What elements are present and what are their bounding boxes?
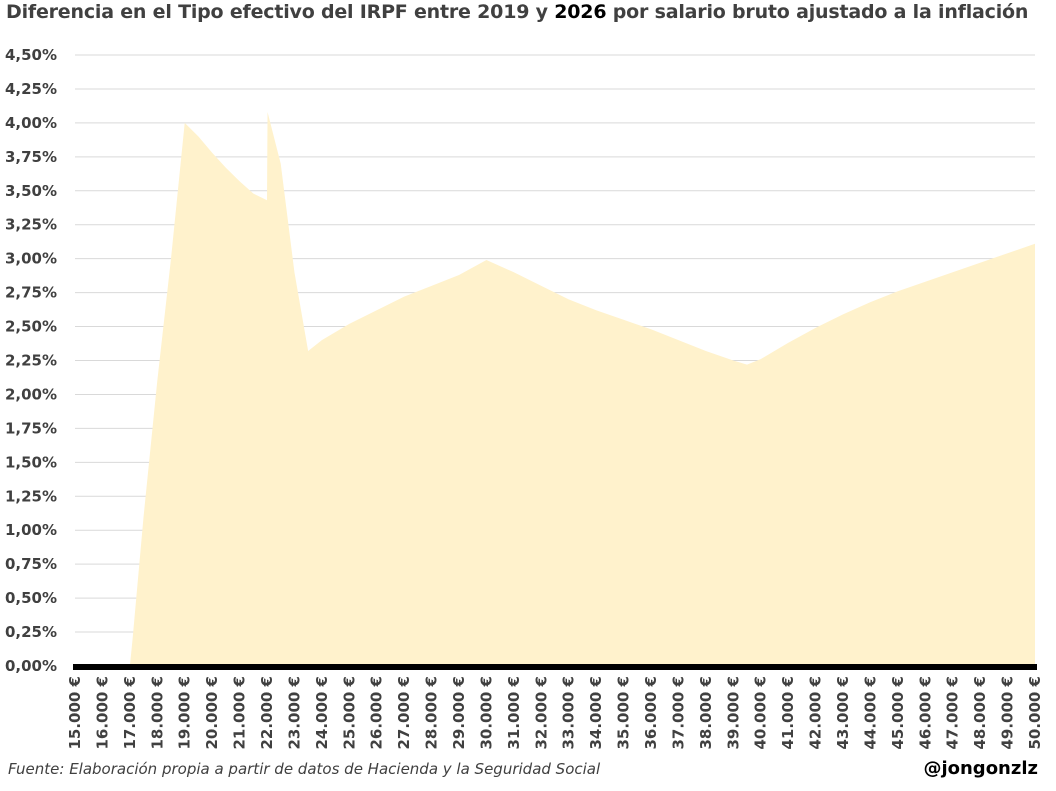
x-tick-label: 47.000 € xyxy=(944,676,962,750)
x-tick-label: 19.000 € xyxy=(176,676,194,750)
x-tick-label: 17.000 € xyxy=(121,676,139,750)
y-tick-label: 0,00% xyxy=(5,657,57,675)
y-tick-label: 1,75% xyxy=(5,419,57,437)
chart-title-highlight-year: 2026 xyxy=(554,1,607,23)
x-tick-label: 44.000 € xyxy=(861,676,879,750)
chart-title-part1: Diferencia en el Tipo efectivo del IRPF … xyxy=(6,1,555,23)
x-tick-label: 35.000 € xyxy=(615,676,633,750)
x-tick-label: 16.000 € xyxy=(93,676,111,750)
x-tick-label: 49.000 € xyxy=(999,676,1017,750)
area-series xyxy=(75,112,1035,666)
x-tick-label: 36.000 € xyxy=(642,676,660,750)
x-tick-label: 34.000 € xyxy=(587,676,605,750)
y-tick-label: 4,50% xyxy=(5,46,57,64)
chart-title: Diferencia en el Tipo efectivo del IRPF … xyxy=(6,1,1028,23)
y-tick-label: 2,50% xyxy=(5,318,57,336)
x-tick-label: 23.000 € xyxy=(285,676,303,750)
x-tick-label: 45.000 € xyxy=(889,676,907,750)
x-tick-label: 25.000 € xyxy=(340,676,358,750)
y-tick-label: 4,25% xyxy=(5,80,57,98)
chart-title-part2: por salario bruto ajustado a la inflació… xyxy=(606,1,1029,23)
y-tick-label: 3,75% xyxy=(5,148,57,166)
y-tick-label: 3,25% xyxy=(5,216,57,234)
y-tick-label: 1,25% xyxy=(5,487,57,505)
x-tick-label: 28.000 € xyxy=(423,676,441,750)
x-tick-label: 39.000 € xyxy=(724,676,742,750)
x-tick-label: 21.000 € xyxy=(231,676,249,750)
y-tick-labels: 0,00% 0,25% 0,50% 0,75% 1,00% 1,25% 1,50% 1,75%… xyxy=(5,46,57,675)
x-tick-label: 26.000 € xyxy=(368,676,386,750)
x-tick-label: 29.000 € xyxy=(450,676,468,750)
x-tick-label: 18.000 € xyxy=(148,676,166,750)
x-tick-label: 22.000 € xyxy=(258,676,276,750)
x-tick-label: 41.000 € xyxy=(779,676,797,750)
author-handle: @jongonzlz xyxy=(923,758,1038,779)
y-tick-label: 0,75% xyxy=(5,555,57,573)
y-tick-label: 2,00% xyxy=(5,385,57,403)
x-tick-label: 33.000 € xyxy=(560,676,578,750)
x-tick-label: 46.000 € xyxy=(916,676,934,750)
y-tick-label: 1,50% xyxy=(5,453,57,471)
y-tick-label: 0,50% xyxy=(5,589,57,607)
x-tick-label: 42.000 € xyxy=(807,676,825,750)
y-tick-label: 2,25% xyxy=(5,352,57,370)
x-tick-label: 40.000 € xyxy=(752,676,770,750)
x-tick-label: 38.000 € xyxy=(697,676,715,750)
y-tick-label: 4,00% xyxy=(5,114,57,132)
x-tick-label: 50.000 € xyxy=(1026,676,1044,750)
x-tick-label: 20.000 € xyxy=(203,676,221,750)
y-tick-label: 2,75% xyxy=(5,284,57,302)
y-tick-label: 1,00% xyxy=(5,521,57,539)
x-tick-label: 15.000 € xyxy=(66,676,84,750)
x-tick-label: 27.000 € xyxy=(395,676,413,750)
x-tick-label: 48.000 € xyxy=(971,676,989,750)
y-tick-label: 3,00% xyxy=(5,250,57,268)
x-tick-label: 24.000 € xyxy=(313,676,331,750)
y-tick-label: 0,25% xyxy=(5,623,57,641)
x-tick-label: 37.000 € xyxy=(669,676,687,750)
x-tick-label: 30.000 € xyxy=(477,676,495,750)
x-tick-label: 32.000 € xyxy=(532,676,550,750)
source-note: Fuente: Elaboración propia a partir de d… xyxy=(8,760,601,778)
x-tick-label: 31.000 € xyxy=(505,676,523,750)
x-tick-label: 43.000 € xyxy=(834,676,852,750)
y-tick-label: 3,50% xyxy=(5,182,57,200)
area-series-fill xyxy=(75,112,1035,666)
x-tick-labels: 15.000 € 16.000 € 17.000 € 18.000 € 19.000 €… xyxy=(66,676,1044,750)
